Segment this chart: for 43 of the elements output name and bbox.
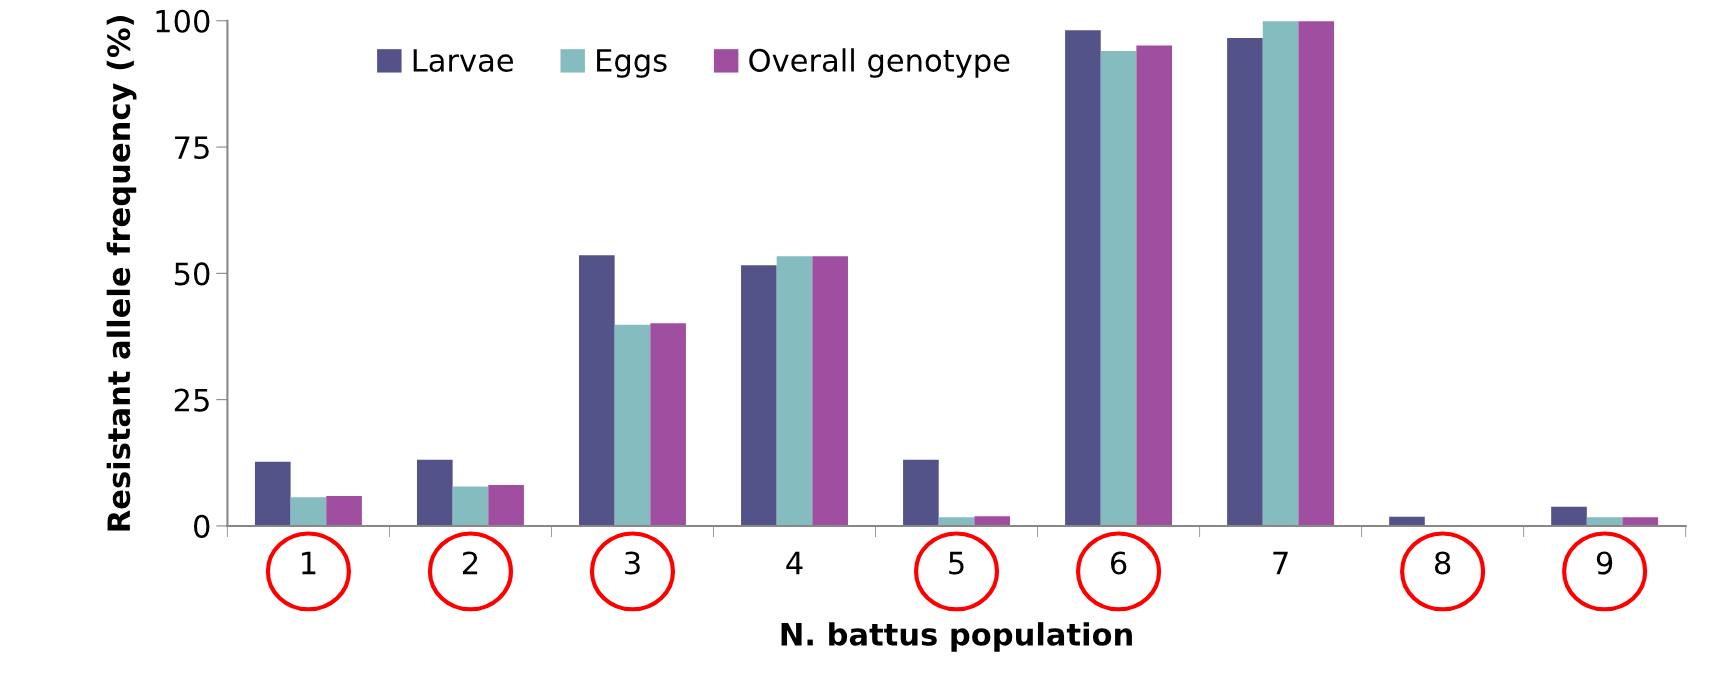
bar	[974, 516, 1010, 526]
x-tick-label: 4	[786, 551, 803, 575]
x-tick-label: 6	[1110, 551, 1127, 575]
bar	[254, 461, 291, 526]
x-tick-label: 5	[949, 551, 964, 575]
bar	[1227, 37, 1263, 526]
bar	[1100, 51, 1137, 526]
x-axis-title: N. battus population	[781, 622, 1132, 652]
bar	[326, 496, 362, 526]
x-tick-label: 8	[1434, 551, 1451, 575]
x-tick-label: 1	[302, 551, 316, 575]
x-tick-label: 3	[625, 551, 640, 575]
y-tick-label: 50	[174, 262, 210, 286]
y-tick-label: 25	[174, 388, 209, 412]
bar	[488, 485, 524, 526]
bar	[1586, 517, 1623, 526]
x-tick-label: 2	[462, 551, 478, 575]
bar	[1551, 506, 1587, 526]
bar	[290, 497, 327, 526]
bar	[416, 459, 453, 526]
y-tick-label: 0	[194, 514, 210, 538]
bar	[579, 255, 615, 526]
y-axis-title: Resistant allele frequency (%)	[106, 16, 137, 531]
y-tick-label: 100	[156, 9, 210, 33]
bar	[1298, 21, 1335, 526]
x-tick-label: 7	[1273, 551, 1288, 575]
bar	[812, 256, 848, 526]
bar	[741, 265, 777, 526]
legend-label: Overall genotype	[749, 48, 1010, 78]
bar	[1622, 517, 1659, 526]
legend-label: Eggs	[597, 49, 667, 78]
bar	[452, 486, 489, 526]
bar	[614, 324, 651, 526]
bar	[1136, 45, 1173, 526]
y-tick-label: 75	[175, 136, 209, 160]
bar	[1262, 21, 1299, 526]
bar	[776, 256, 813, 526]
bar	[938, 517, 975, 526]
bar	[650, 323, 686, 526]
x-tick-label: 9	[1596, 551, 1613, 575]
bar	[1065, 30, 1101, 526]
legend-label: Larvae	[413, 49, 514, 72]
bar	[903, 459, 939, 526]
